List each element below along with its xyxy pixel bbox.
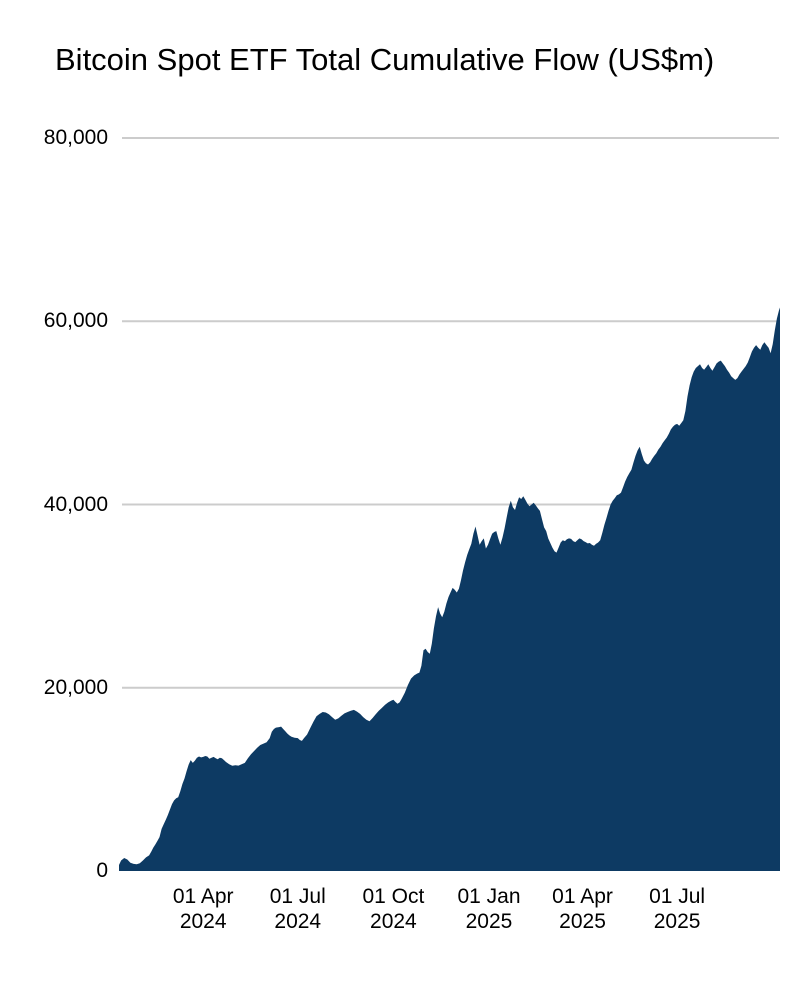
x-tick-year: 2025 [559, 910, 606, 933]
y-tick-label-0: 0 [96, 859, 108, 882]
y-tick-label-20000: 20,000 [43, 675, 108, 699]
y-tick-label-80000: 80,000 [43, 126, 108, 149]
x-tick-label-01-Apr-2024: 01 Apr 2024 [138, 884, 268, 934]
x-tick-month: 01 Apr [552, 885, 613, 908]
x-tick-month: 01 Jan [457, 885, 521, 908]
x-tick-label-01-Jul-2024: 01 Jul 2024 [233, 884, 363, 934]
x-tick-year: 2024 [370, 910, 417, 933]
x-tick-label-01-Apr-2025: 01 Apr 2025 [518, 884, 648, 934]
x-tick-year: 2024 [274, 910, 322, 933]
chart-title: Bitcoin Spot ETF Total Cumulative Flow (… [55, 42, 715, 77]
x-tick-label-01-Jul-2025: 01 Jul 2025 [612, 884, 742, 934]
x-tick-year: 2025 [653, 910, 701, 933]
y-tick-label-60000: 60,000 [43, 309, 108, 333]
x-tick-month: 01 Oct [362, 885, 425, 908]
area-series [119, 307, 780, 871]
x-tick-label-01-Oct-2024: 01 Oct 2024 [328, 884, 458, 934]
y-tick-label-40000: 40,000 [43, 492, 108, 516]
x-tick-month: 01 Jul [649, 885, 706, 908]
x-tick-year: 2024 [179, 910, 227, 933]
x-tick-month: 01 Jul [269, 885, 326, 908]
x-tick-label-01-Jan-2025: 01 Jan 2025 [424, 884, 554, 934]
x-tick-month: 01 Apr [172, 885, 234, 908]
x-tick-year: 2025 [465, 910, 513, 933]
